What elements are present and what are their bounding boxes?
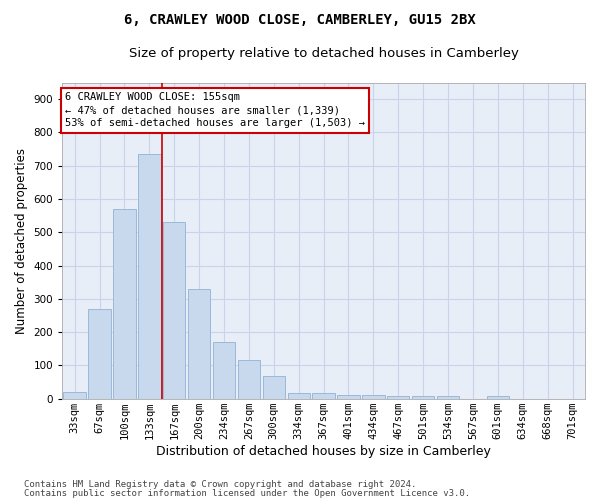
Text: 6, CRAWLEY WOOD CLOSE, CAMBERLEY, GU15 2BX: 6, CRAWLEY WOOD CLOSE, CAMBERLEY, GU15 2… xyxy=(124,12,476,26)
Text: 6 CRAWLEY WOOD CLOSE: 155sqm
← 47% of detached houses are smaller (1,339)
53% of: 6 CRAWLEY WOOD CLOSE: 155sqm ← 47% of de… xyxy=(65,92,365,128)
Bar xyxy=(163,222,185,398)
Bar xyxy=(188,289,211,399)
Text: Contains public sector information licensed under the Open Government Licence v3: Contains public sector information licen… xyxy=(24,489,470,498)
Bar xyxy=(387,396,409,398)
Y-axis label: Number of detached properties: Number of detached properties xyxy=(15,148,28,334)
Bar xyxy=(437,396,459,398)
Bar xyxy=(337,396,360,398)
Bar xyxy=(263,376,285,398)
Bar xyxy=(88,309,111,398)
Bar xyxy=(362,396,385,398)
Bar xyxy=(213,342,235,398)
Bar xyxy=(113,209,136,398)
Bar xyxy=(64,392,86,398)
Bar xyxy=(138,154,161,398)
Bar xyxy=(238,360,260,399)
Bar xyxy=(487,396,509,398)
Text: Contains HM Land Registry data © Crown copyright and database right 2024.: Contains HM Land Registry data © Crown c… xyxy=(24,480,416,489)
Bar xyxy=(287,392,310,398)
Bar xyxy=(313,392,335,398)
X-axis label: Distribution of detached houses by size in Camberley: Distribution of detached houses by size … xyxy=(156,444,491,458)
Title: Size of property relative to detached houses in Camberley: Size of property relative to detached ho… xyxy=(128,48,518,60)
Bar xyxy=(412,396,434,398)
